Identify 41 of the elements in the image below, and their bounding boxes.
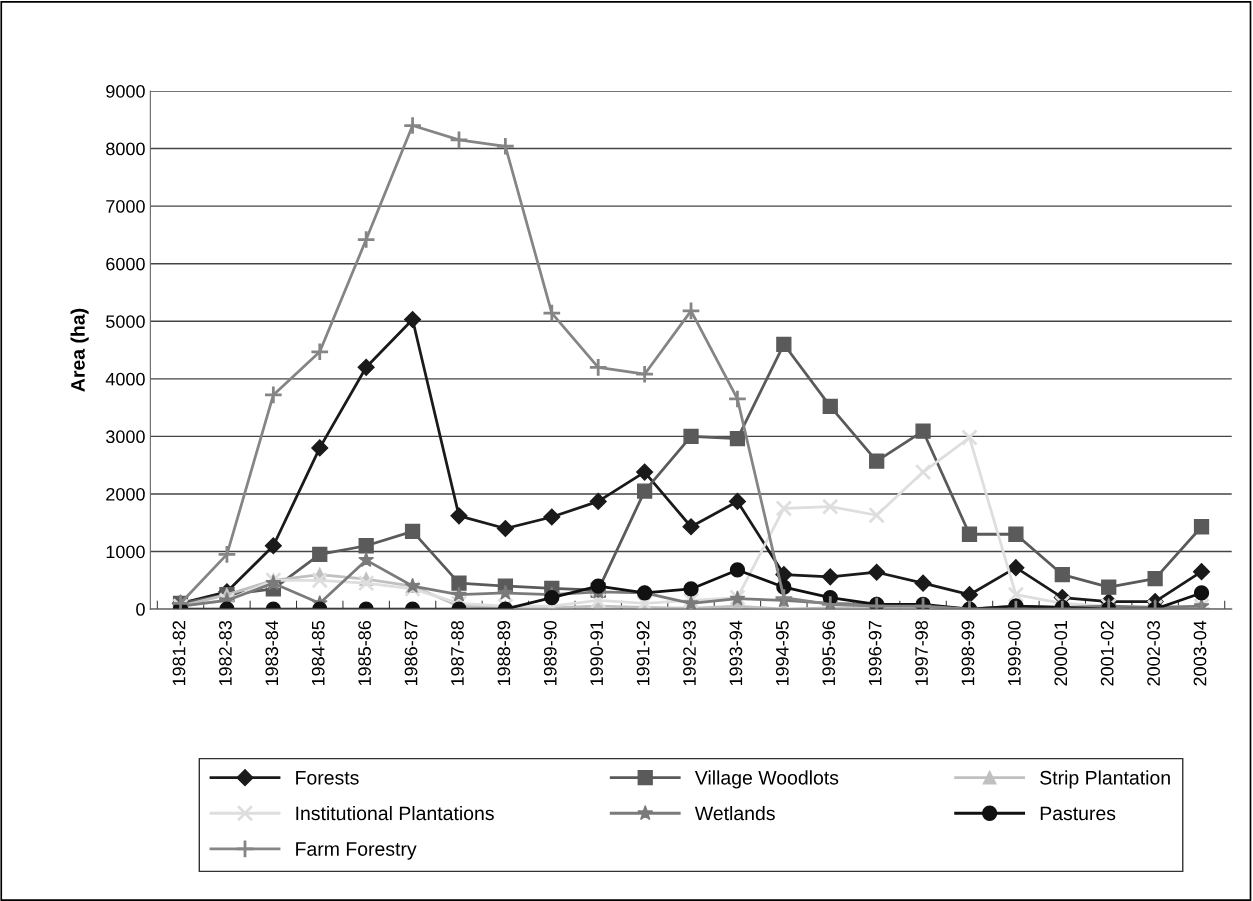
x-tick-label: 1985-86 (358, 620, 372, 686)
y-tick-label: 6000 (106, 257, 145, 271)
y-tick-label: 2000 (106, 487, 145, 501)
x-tick-label: 1981-82 (172, 621, 186, 686)
y-axis-title: Area (ha) (70, 308, 89, 392)
x-tick-label: 1994-95 (775, 620, 789, 686)
x-tick-label: 1993-94 (729, 620, 743, 686)
x-tick-label: 1998-99 (961, 621, 975, 686)
x-tick-label: 2000-01 (1054, 621, 1068, 686)
x-tick-label: 2003-04 (1193, 620, 1207, 686)
x-tick-label: 2001-02 (1100, 621, 1114, 686)
x-tick-label: 1983-84 (265, 620, 279, 686)
y-tick-label: 5000 (106, 315, 145, 328)
legend-label: Forests (296, 771, 359, 785)
legend-label: Strip Plantation (1040, 770, 1170, 789)
x-tick-label: 1997-98 (915, 620, 928, 686)
y-tick-label: 0 (136, 603, 145, 616)
x-tick-label: 2002-03 (1147, 620, 1160, 686)
legend-label: Wetlands (694, 805, 775, 821)
x-tick-label: 1996-97 (868, 621, 882, 686)
y-tick-label: 3000 (106, 430, 145, 444)
x-tick-label: 1995-96 (822, 620, 836, 686)
legend-label: Pastures (1040, 806, 1116, 821)
legend-label: Farm Forestry (296, 842, 417, 860)
x-tick-label: 1991-92 (636, 621, 650, 686)
y-tick-label: 9000 (106, 84, 145, 98)
y-tick-label: 4000 (105, 372, 145, 386)
x-tick-label: 1988-89 (497, 621, 511, 686)
x-tick-label: 1986-87 (404, 621, 418, 686)
x-tick-label: 1987-88 (451, 620, 464, 686)
x-tick-label: 1984-85 (311, 620, 325, 686)
y-tick-label: 1000 (106, 545, 145, 559)
x-tick-label: 1990-91 (590, 621, 604, 686)
legend-label: Village Woodlots (694, 770, 839, 789)
x-tick-label: 1999-00 (1007, 620, 1021, 686)
y-tick-label: 8000 (106, 142, 145, 156)
legend-label: Institutional Plantations (296, 805, 494, 821)
x-tick-label: 1982-83 (219, 620, 232, 686)
y-tick-label: 7000 (106, 200, 145, 213)
x-tick-label: 1992-93 (683, 620, 696, 686)
x-tick-label: 1989-90 (543, 620, 557, 686)
